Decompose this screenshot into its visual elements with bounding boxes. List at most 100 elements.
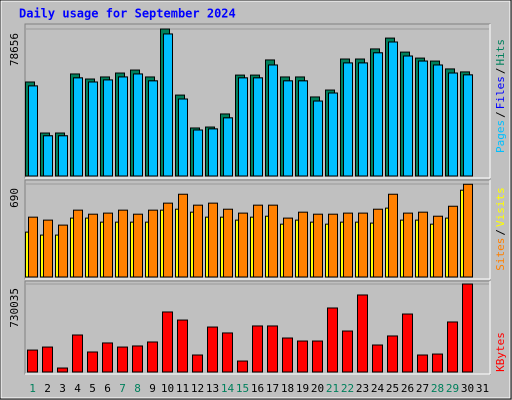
bar [448,205,458,278]
x-tick-label: 16 [251,382,264,395]
x-tick-label: 19 [296,382,309,395]
legend-entry: Sites [494,238,507,271]
bar [283,80,293,177]
x-tick-label: 22 [341,382,354,395]
x-tick-label: 8 [134,382,141,395]
bar [163,202,173,278]
legend-separator: / [494,111,507,118]
bar [192,354,203,373]
bar [298,80,308,177]
x-tick-label: 30 [461,382,474,395]
bar [358,212,368,278]
chart-title: Daily usage for September 2024 [19,7,236,21]
legend: KBytes [494,332,507,372]
bar [313,213,323,278]
bar [42,346,53,373]
x-tick-label: 11 [176,382,189,395]
legend-entry: KBytes [494,332,507,372]
bar [402,313,413,373]
y-tick-label: 690 [8,188,21,208]
x-tick-label: 14 [221,382,235,395]
bar [432,353,443,373]
bar [448,72,458,177]
legend-entry: Visits [494,187,507,227]
bar [103,79,113,177]
x-tick-label: 6 [104,382,111,395]
bar [298,211,308,278]
x-tick-label: 20 [311,382,324,395]
x-tick-label: 27 [416,382,429,395]
bar [447,321,458,373]
bar [28,216,38,278]
x-tick-label: 23 [356,382,369,395]
x-tick-label: 9 [149,382,156,395]
bar [297,340,308,373]
legend: Pages/Files/Hits [494,39,507,153]
bar [148,80,158,177]
bar [208,128,218,177]
bar [88,81,98,177]
bar [328,92,338,177]
x-tick-label: 4 [74,382,81,395]
bar [223,117,233,177]
legend-entry: Pages [494,120,507,153]
bar [73,77,83,177]
x-tick-label: 10 [161,382,174,395]
y-tick-label: 730035 [8,288,21,328]
bar [222,332,233,373]
bar [343,62,353,177]
bar [282,337,293,373]
x-tick-label: 17 [266,382,279,395]
bar [43,135,53,177]
bar [373,52,383,177]
bar [418,60,428,177]
bar [433,64,443,177]
bar [238,212,248,278]
legend-entry: Files [494,76,507,109]
bar [253,204,263,278]
bar [373,208,383,278]
bar [462,283,473,373]
bar [463,183,473,278]
bar [252,325,263,373]
bar [87,351,98,373]
bar [88,213,98,278]
bar [208,202,218,278]
x-tick-label: 15 [236,382,249,395]
bar [103,212,113,278]
bar [27,349,38,373]
x-tick-label: 18 [281,382,294,395]
y-tick-label: 78656 [8,33,21,66]
bar [178,98,188,177]
bar [237,360,248,373]
bar [177,319,188,373]
bar [28,85,38,177]
x-tick-label: 24 [371,382,385,395]
bar [118,76,128,177]
bar [342,330,353,373]
bar [403,55,413,177]
bar [133,73,143,177]
x-tick-label: 2 [44,382,51,395]
bar [268,204,278,278]
bar [163,33,173,177]
bar [223,208,233,278]
x-tick-label: 25 [386,382,399,395]
bar [283,217,293,278]
bar [388,193,398,278]
legend: Sites / Visits [494,187,507,271]
bar [267,325,278,373]
bar [102,342,113,373]
x-tick-label: 21 [326,382,339,395]
bar [388,41,398,177]
bar [43,219,53,278]
bar [387,335,398,373]
bar [117,346,128,373]
bar [178,193,188,278]
x-tick-label: 1 [29,382,36,395]
x-tick-label: 31 [476,382,489,395]
bar [418,211,428,278]
